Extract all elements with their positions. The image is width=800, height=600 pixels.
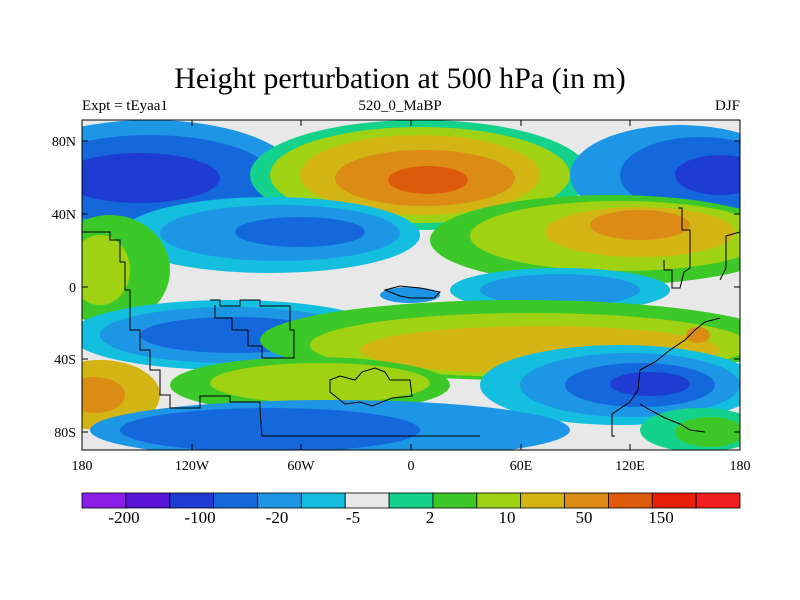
colorbar-swatch: [608, 492, 653, 509]
colorbar-swatch: [388, 492, 434, 509]
x-tick-label: 0: [408, 459, 415, 474]
y-axis: 80N 40N 0 40S 80S: [52, 135, 740, 441]
x-tick-label: 120E: [615, 459, 645, 474]
colorbar-swatch: [81, 492, 127, 509]
period-label: 520_0_MaBP: [358, 98, 442, 114]
colorbar-label: 50: [576, 508, 593, 527]
colorbar-swatch: [125, 492, 171, 509]
colorbar: [81, 492, 741, 509]
map-title: Height perturbation at 500 hPa (in m): [174, 62, 626, 95]
colorbar-label: 10: [499, 508, 516, 527]
y-tick-label: 40N: [52, 208, 76, 223]
y-tick-label: 40S: [54, 353, 76, 368]
contour-field: [82, 120, 740, 450]
colorbar-swatch: [432, 492, 478, 509]
season-label: DJF: [714, 98, 740, 114]
colorbar-swatch: [476, 492, 522, 509]
colorbar-swatch: [344, 492, 390, 509]
colorbar-labels: -200 -100 -20 -5 2 10 50 150: [108, 508, 673, 527]
y-tick-label: 80S: [54, 426, 76, 441]
x-tick-label: 60W: [287, 459, 315, 474]
colorbar-swatch: [695, 492, 741, 509]
x-tick-label: 180: [730, 459, 751, 474]
colorbar-label: -20: [266, 508, 289, 527]
colorbar-label: 150: [648, 508, 674, 527]
x-tick-label: 180: [72, 459, 93, 474]
colorbar-label: -100: [184, 508, 215, 527]
colorbar-label: -200: [108, 508, 139, 527]
colorbar-label: 2: [426, 508, 435, 527]
experiment-label: Expt = tEyaa1: [82, 98, 168, 114]
y-tick-label: 80N: [52, 135, 76, 150]
x-tick-label: 60E: [510, 459, 533, 474]
coastlines: [82, 207, 740, 437]
colorbar-swatch: [651, 492, 697, 509]
colorbar-label: -5: [346, 508, 360, 527]
colorbar-swatch: [213, 492, 258, 509]
colorbar-swatch: [169, 492, 215, 509]
colorbar-swatch: [257, 492, 302, 509]
y-tick-label: 0: [69, 281, 76, 296]
x-tick-label: 120W: [175, 459, 210, 474]
colorbar-swatch: [300, 492, 346, 509]
colorbar-swatch: [520, 492, 565, 509]
x-axis: 180 120W 60W 0 60E 120E 180: [72, 120, 751, 474]
colorbar-swatch: [564, 492, 609, 509]
